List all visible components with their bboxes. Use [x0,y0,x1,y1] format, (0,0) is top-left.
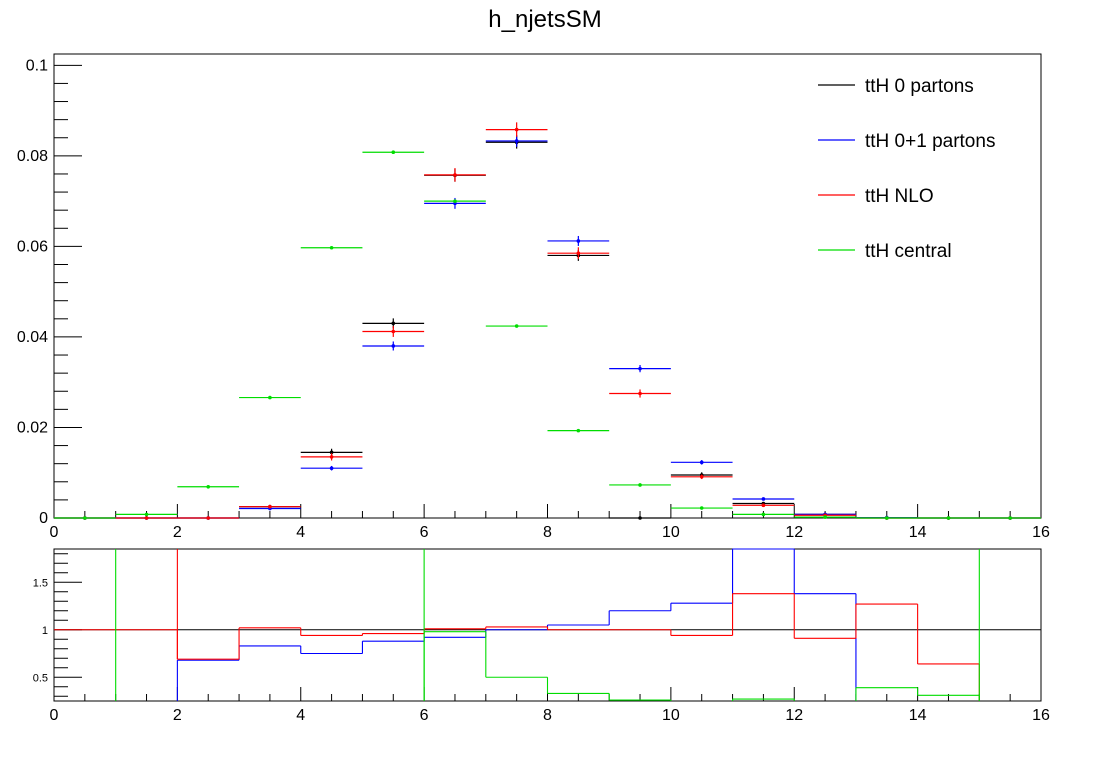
main-x-tick-label: 6 [420,524,429,541]
main-y-tick-label: 0.02 [17,419,48,436]
main-x-tick-label: 10 [662,524,680,541]
main-x-tick-label: 0 [50,524,59,541]
data-point-marker [329,455,334,459]
legend-label: ttH 0 partons [865,76,974,97]
main-y-tick-label: 0.1 [26,57,48,74]
ratio-x-tick-label: 12 [785,707,803,724]
data-point-marker [83,516,87,520]
data-point-marker [391,344,396,348]
ratio-y-tick-label: 1.5 [33,577,48,589]
ratio-x-tick-label: 10 [662,707,680,724]
ratio-x-tick-label: 4 [296,707,305,724]
main-x-tick-label: 2 [173,524,182,541]
data-point-marker [699,475,704,479]
main-data-marks [54,122,1041,520]
data-point-marker [453,173,457,177]
data-point-marker [206,484,211,489]
data-point-marker [884,516,889,520]
ratio-x-tick-label: 8 [543,707,552,724]
data-point-marker [514,127,519,132]
ratio-data-marks [54,548,1041,701]
data-point-marker [391,329,396,334]
data-point-marker [514,139,519,143]
main-x-tick-label: 8 [543,524,552,541]
main-y-tick-label: 0.06 [17,238,48,255]
main-x-tick-label: 14 [909,524,927,541]
ratio-plot: 0 2 4 6 8 10 12 14 16 0.5 1 1.5 [33,548,1050,724]
data-point-marker [699,506,704,510]
ratio-y-tick-label: 0.5 [33,672,48,684]
data-point-marker [1008,516,1012,520]
main-x-tick-label: 16 [1032,524,1050,541]
data-point-marker [391,150,396,155]
ratio-x-tick-label: 6 [420,707,429,724]
legend-label: ttH 0+1 partons [865,131,995,152]
main-x-tick-label: 4 [296,524,305,541]
data-point-marker [576,239,581,243]
ratio-x-tick-label: 14 [909,707,927,724]
ratio-y-tick-label: 1 [42,625,48,637]
ratio-x-tick-label: 2 [173,707,182,724]
data-point-marker [576,251,581,255]
main-y-tick-label: 0.04 [17,329,48,346]
data-point-marker [761,512,766,517]
data-point-marker [144,516,149,520]
ratio-x-tick-label: 0 [50,707,59,724]
main-y-tick-label: 0.08 [17,148,48,165]
main-plot-frame [53,53,1042,519]
data-point-marker [638,516,642,520]
data-point-marker [946,516,951,520]
legend: ttH 0 partons ttH 0+1 partons ttH NLO ttH c… [818,76,995,262]
data-point-marker [144,512,149,517]
main-axes: 0 2 4 6 8 10 12 14 16 0 0.02 0.04 0.06 0.08 0.1 [17,57,1050,541]
legend-label: ttH NLO [865,186,934,207]
main-y-tick-label: 0 [39,510,48,527]
data-point-marker [329,466,334,471]
data-point-marker [206,516,211,520]
data-point-marker [268,395,272,400]
legend-label: ttH central [865,241,952,262]
data-point-marker [761,503,766,508]
main-x-tick-label: 12 [785,524,803,541]
ratio-axes: 0 2 4 6 8 10 12 14 16 0.5 1 1.5 [33,553,1050,724]
data-point-marker [391,321,396,326]
data-point-marker [453,199,457,203]
data-point-marker [329,245,334,250]
main-plot: 0 2 4 6 8 10 12 14 16 0 0.02 0.04 0.06 0.08 0.1 ttH 0 … [17,53,1050,541]
data-point-marker [761,497,766,501]
ratio-x-tick-label: 16 [1032,707,1050,724]
data-point-marker [329,450,334,455]
data-point-marker [823,515,827,519]
data-point-marker [514,324,519,328]
data-point-marker [638,483,642,487]
data-point-marker [576,428,581,433]
data-point-marker [268,504,272,509]
data-point-marker [638,366,642,371]
data-point-marker [699,460,704,465]
data-point-marker [638,391,642,396]
chart-title: h_njetsSM [488,6,601,33]
